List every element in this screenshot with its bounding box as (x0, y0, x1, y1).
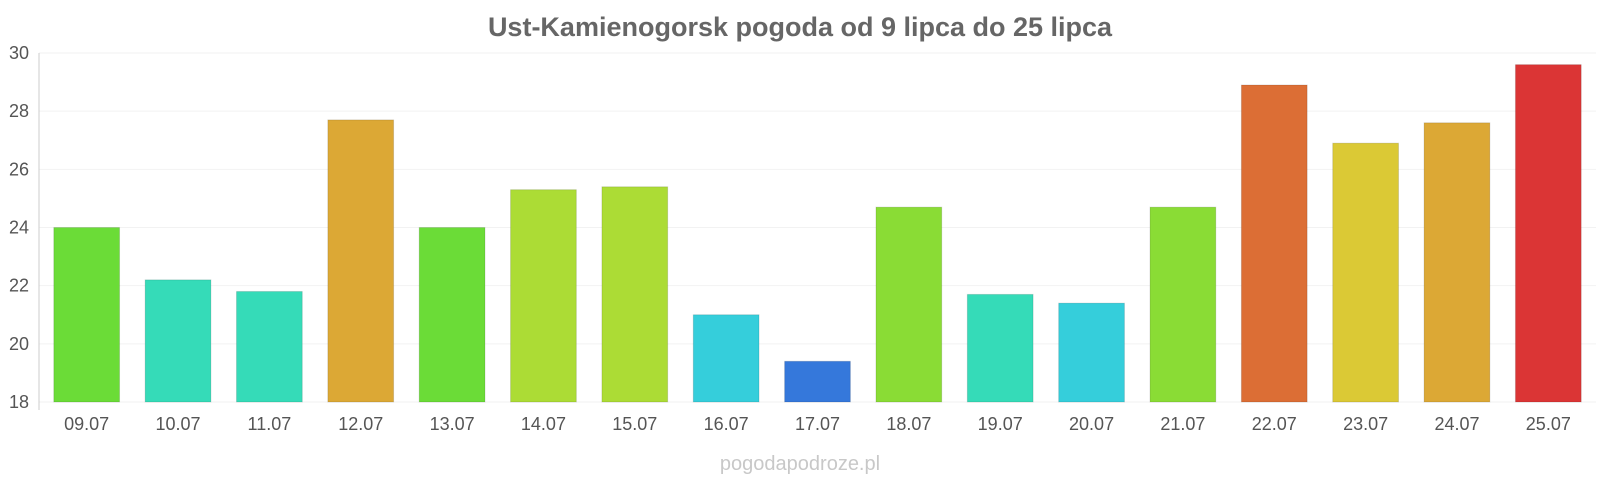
y-tick-label: 24 (9, 218, 29, 238)
bar-14.07 (510, 189, 577, 403)
y-tick-label: 20 (9, 334, 29, 354)
chart-title: Ust-Kamienogorsk pogoda od 9 lipca do 25… (488, 12, 1113, 42)
y-tick-label: 22 (9, 276, 29, 296)
bar-25.07 (1514, 64, 1582, 403)
y-tick-label: 26 (9, 159, 29, 179)
bar-22.07 (1240, 84, 1308, 403)
bar-16.07 (692, 314, 760, 403)
x-tick-label: 15.07 (612, 414, 657, 434)
bar-20.07 (1058, 302, 1125, 403)
y-tick-label: 30 (9, 43, 29, 63)
x-tick-label: 12.07 (338, 414, 383, 434)
bar-09.07 (53, 227, 121, 403)
y-axis-ticks: 18 20 22 24 26 28 30 (9, 43, 29, 412)
x-tick-label: 11.07 (248, 414, 292, 434)
x-tick-label: 18.07 (886, 414, 931, 434)
bar-17.07 (784, 360, 851, 403)
bar-10.07 (144, 279, 212, 403)
x-tick-label: 14.07 (521, 414, 566, 434)
x-tick-label: 10.07 (156, 414, 201, 434)
bar-21.07 (1149, 206, 1217, 403)
x-tick-label: 17.07 (795, 414, 840, 434)
x-tick-label: 20.07 (1069, 414, 1114, 434)
bar-23.07 (1332, 142, 1400, 403)
y-tick-label: 18 (9, 392, 29, 412)
x-tick-label: 19.07 (978, 414, 1023, 434)
bar-15.07 (601, 186, 669, 403)
x-tick-label: 25.07 (1526, 414, 1571, 434)
x-tick-label: 24.07 (1434, 414, 1479, 434)
x-tick-label: 16.07 (704, 414, 749, 434)
x-axis-ticks: 09.07 10.07 11.07 12.07 13.07 14.07 15.07 16.07… (64, 414, 1571, 434)
bar-19.07 (966, 293, 1034, 403)
x-tick-label: 22.07 (1252, 414, 1297, 434)
x-tick-label: 09.07 (64, 414, 109, 434)
bar-11.07 (235, 290, 303, 403)
bar-18.07 (875, 206, 943, 403)
x-tick-label: 23.07 (1343, 414, 1388, 434)
bars (53, 64, 1582, 403)
bar-12.07 (327, 119, 395, 403)
x-tick-label: 13.07 (430, 414, 475, 434)
watermark: pogodapodroze.pl (720, 453, 880, 475)
x-tick-label: 21.07 (1160, 414, 1205, 434)
y-tick-label: 28 (9, 101, 29, 121)
bar-24.07 (1423, 122, 1491, 403)
bar-13.07 (418, 227, 486, 403)
